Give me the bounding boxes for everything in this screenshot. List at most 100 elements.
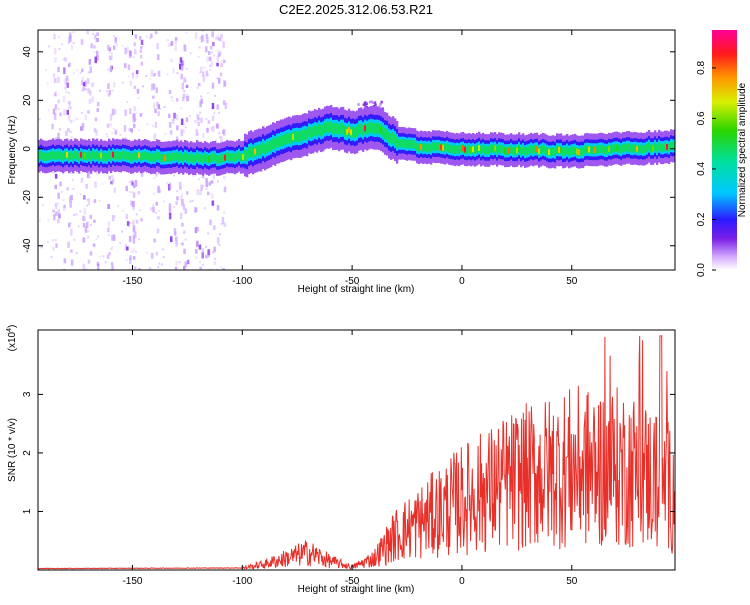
snr-x-ticks: -150 -100 -50 0 50 bbox=[122, 330, 578, 587]
speckle bbox=[59, 112, 62, 117]
speckle bbox=[135, 73, 139, 79]
speckle bbox=[164, 133, 167, 136]
ridge-cell bbox=[642, 145, 645, 154]
speckle bbox=[192, 175, 195, 177]
speckle bbox=[214, 257, 216, 260]
colorbar-tick-label: 0.4 bbox=[696, 162, 707, 176]
speckle bbox=[186, 259, 190, 265]
speckle bbox=[205, 245, 207, 248]
ridge-cell bbox=[50, 151, 53, 160]
speckle bbox=[379, 103, 382, 106]
ridge-cell bbox=[114, 151, 117, 160]
ridge-peak bbox=[616, 145, 619, 151]
speckle bbox=[106, 135, 109, 138]
ridge-cell bbox=[670, 141, 673, 150]
ridge-cell bbox=[132, 153, 135, 162]
ridge-cell bbox=[510, 145, 513, 154]
speckle bbox=[197, 133, 199, 136]
speckle bbox=[59, 181, 62, 187]
speckle bbox=[70, 228, 73, 236]
speckle bbox=[365, 102, 368, 106]
ridge-cell bbox=[630, 144, 633, 153]
speckle bbox=[93, 219, 96, 223]
ridge-cell bbox=[134, 151, 137, 160]
speckle bbox=[91, 82, 94, 88]
ridge-cell bbox=[184, 152, 187, 161]
snr-y-multiplier-base: (x10 bbox=[7, 331, 18, 351]
speckle bbox=[133, 85, 137, 89]
snr-y-multiplier-exp: 4 bbox=[6, 328, 13, 332]
speckle bbox=[94, 56, 97, 64]
ridge-cell bbox=[638, 145, 641, 154]
speckle bbox=[111, 132, 114, 135]
speckle bbox=[64, 57, 67, 63]
speckle bbox=[84, 80, 87, 87]
speckle bbox=[155, 201, 158, 206]
speckle bbox=[176, 125, 179, 131]
ridge-cell bbox=[176, 151, 179, 160]
speckle bbox=[81, 111, 84, 114]
speckle bbox=[206, 256, 209, 259]
speckle bbox=[220, 36, 223, 42]
speckle bbox=[57, 76, 60, 84]
ridge-cell bbox=[166, 153, 169, 162]
speckle bbox=[199, 111, 202, 114]
ridge-cell bbox=[454, 145, 457, 154]
speckle bbox=[125, 213, 129, 220]
speckle bbox=[215, 124, 219, 129]
speckle bbox=[201, 174, 205, 179]
speckle bbox=[181, 82, 184, 90]
ridge-cell bbox=[572, 146, 575, 155]
ridge-cell bbox=[46, 152, 49, 161]
speckle bbox=[175, 114, 179, 121]
speckle bbox=[62, 96, 66, 103]
ridge-cell bbox=[228, 152, 231, 161]
ridge-peak bbox=[578, 149, 581, 156]
ridge-cell bbox=[574, 146, 577, 155]
speckle bbox=[86, 78, 90, 85]
speckle bbox=[201, 71, 205, 77]
speckle bbox=[223, 211, 226, 214]
speckle bbox=[96, 38, 99, 42]
speckle bbox=[140, 170, 144, 177]
speckle bbox=[58, 36, 61, 39]
speckle bbox=[132, 219, 135, 226]
ridge-peak bbox=[346, 128, 349, 135]
speckle bbox=[66, 187, 69, 191]
ridge-cell bbox=[160, 154, 163, 163]
ridge-cell bbox=[232, 153, 235, 162]
speckle bbox=[116, 43, 119, 46]
speckle bbox=[145, 74, 148, 77]
ridge-cell bbox=[248, 147, 251, 158]
speckle bbox=[108, 176, 112, 180]
speckle bbox=[70, 45, 74, 50]
speckle bbox=[133, 113, 136, 120]
speckle bbox=[218, 77, 221, 84]
speckle bbox=[157, 216, 160, 220]
y-tick-label: -40 bbox=[22, 238, 33, 253]
speckle bbox=[126, 221, 130, 226]
speckle bbox=[222, 100, 226, 105]
speckle bbox=[68, 114, 71, 121]
speckle bbox=[66, 75, 69, 82]
speckle bbox=[57, 192, 60, 199]
speckle bbox=[96, 55, 99, 61]
speckle bbox=[61, 190, 64, 193]
speckle bbox=[99, 255, 102, 258]
ridge-cell bbox=[656, 144, 659, 153]
ridge-cell bbox=[64, 151, 67, 160]
speckle bbox=[93, 199, 97, 203]
ridge-cell bbox=[450, 144, 453, 153]
ridge-cell bbox=[532, 145, 535, 154]
speckle bbox=[211, 51, 214, 54]
ridge-peak bbox=[348, 127, 351, 133]
ridge-cell bbox=[296, 131, 299, 142]
ridge-cell bbox=[480, 146, 483, 155]
speckle bbox=[150, 33, 153, 39]
ridge-cell bbox=[402, 139, 405, 148]
y-tick-label: 3 bbox=[22, 391, 33, 397]
speckle bbox=[85, 88, 88, 91]
speckle bbox=[181, 222, 184, 227]
ridge-cell bbox=[654, 142, 657, 151]
ridge-cell bbox=[498, 144, 501, 153]
